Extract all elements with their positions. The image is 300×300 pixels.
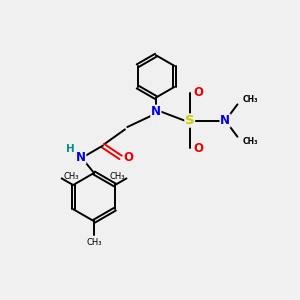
Text: CH₃: CH₃ [243, 95, 258, 104]
Text: H: H [66, 144, 75, 154]
Text: CH₃: CH₃ [109, 172, 125, 182]
Text: S: S [185, 114, 195, 127]
Text: N: N [151, 105, 161, 118]
Text: O: O [193, 142, 203, 155]
Text: N: N [76, 151, 86, 164]
Text: CH₃: CH₃ [63, 172, 79, 182]
Text: O: O [124, 151, 134, 164]
Text: N: N [220, 114, 230, 127]
Text: O: O [193, 86, 203, 99]
Text: CH₃: CH₃ [243, 137, 258, 146]
Text: CH₃: CH₃ [86, 238, 102, 247]
